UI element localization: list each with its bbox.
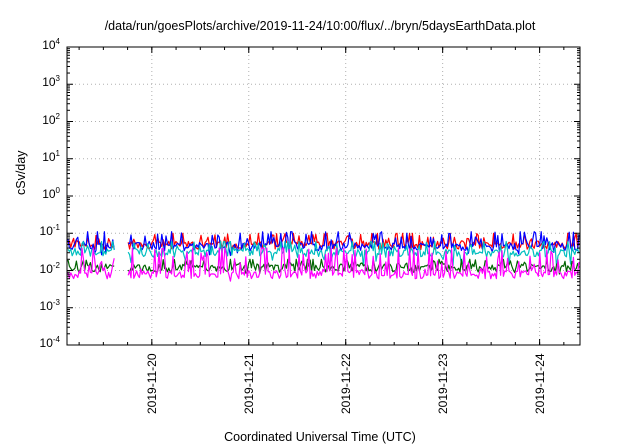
y-tick-exponent: -4 <box>52 335 60 344</box>
y-tick-label: 10-2 <box>20 260 60 276</box>
y-tick-base: 10 <box>42 149 56 164</box>
tick-marks <box>67 46 580 346</box>
y-tick-exponent: -1 <box>52 223 60 233</box>
y-tick-exponent: 2 <box>55 111 60 121</box>
y-tick-exponent: 3 <box>55 74 60 84</box>
y-tick-label: 103 <box>20 74 60 90</box>
x-axis-label: Coordinated Universal Time (UTC) <box>224 430 416 444</box>
x-tick-label: 2019-11-23 <box>435 353 450 415</box>
x-tick-label: 2019-11-22 <box>338 353 353 415</box>
y-tick-exponent: -2 <box>52 260 60 270</box>
y-tick-exponent: -3 <box>52 297 60 307</box>
y-tick-label: 101 <box>20 148 60 164</box>
y-tick-base: 10 <box>42 75 56 90</box>
y-tick-base: 10 <box>39 298 53 313</box>
y-tick-label: 100 <box>20 186 60 202</box>
series-line-4 <box>67 258 580 275</box>
series-line-2 <box>67 231 580 257</box>
y-tick-label: 10-4 <box>20 335 60 351</box>
x-tick-label: 2019-11-21 <box>241 353 256 415</box>
y-tick-base: 10 <box>39 261 53 276</box>
y-tick-exponent: 1 <box>55 148 60 158</box>
y-tick-base: 10 <box>42 187 56 201</box>
y-tick-base: 10 <box>42 38 56 52</box>
grid-lines <box>67 47 580 345</box>
y-tick-label: 102 <box>20 111 60 127</box>
series-line-3 <box>67 240 580 268</box>
chart-title: /data/run/goesPlots/archive/2019-11-24/1… <box>104 19 536 33</box>
y-tick-label: 10-1 <box>20 223 60 239</box>
y-tick-exponent: 4 <box>55 37 60 46</box>
series-layer <box>67 231 580 282</box>
series-line-5 <box>67 247 580 282</box>
y-tick-exponent: 0 <box>55 186 60 195</box>
y-tick-base: 10 <box>39 336 53 350</box>
x-tick-label: 2019-11-24 <box>532 353 547 415</box>
y-tick-label: 10-3 <box>20 297 60 313</box>
y-tick-label: 104 <box>20 37 60 53</box>
y-tick-base: 10 <box>42 112 56 127</box>
y-tick-base: 10 <box>39 224 53 239</box>
x-tick-label: 2019-11-20 <box>144 353 159 415</box>
